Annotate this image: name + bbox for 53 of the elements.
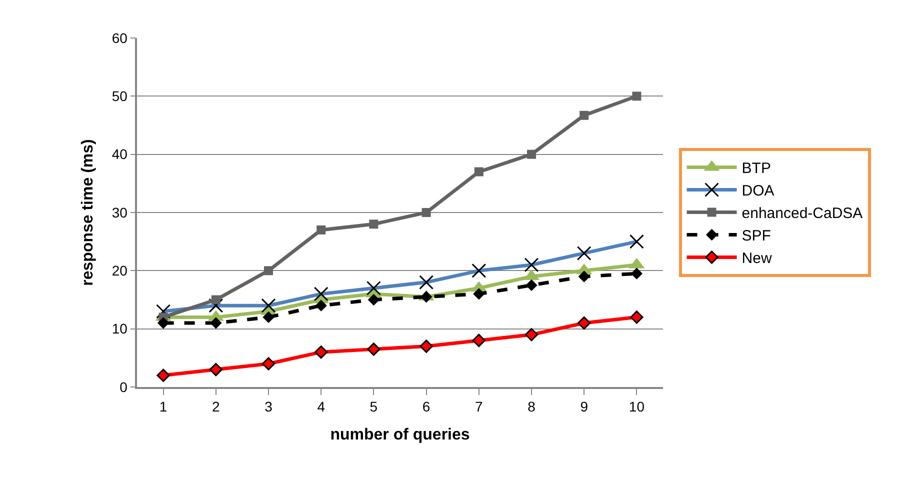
legend-label: New bbox=[742, 250, 772, 268]
y-tick-label: 0 bbox=[120, 378, 128, 395]
x-tick-label: 8 bbox=[528, 398, 536, 415]
point bbox=[156, 368, 170, 382]
x-tick-label: 5 bbox=[370, 398, 378, 415]
point bbox=[211, 295, 220, 304]
point bbox=[420, 340, 433, 353]
x-tick-label: 2 bbox=[212, 398, 220, 415]
x-tick-label: 4 bbox=[317, 398, 326, 415]
point bbox=[209, 362, 222, 376]
legend-label: BTP bbox=[742, 160, 771, 178]
point bbox=[368, 294, 380, 306]
point bbox=[262, 357, 276, 370]
y-tick-label: 50 bbox=[112, 88, 128, 104]
point bbox=[316, 225, 326, 234]
x-tick-label: 3 bbox=[264, 398, 273, 415]
point bbox=[422, 208, 431, 217]
legend-label: SPF bbox=[742, 228, 771, 245]
x-tick-label: 6 bbox=[422, 398, 430, 415]
point bbox=[420, 290, 432, 303]
point bbox=[526, 279, 538, 292]
point bbox=[630, 268, 643, 280]
point bbox=[524, 328, 538, 342]
point bbox=[578, 270, 590, 282]
point bbox=[369, 220, 378, 229]
x-tick-label: 10 bbox=[628, 398, 645, 415]
legend-label: enhanced-CaDSA bbox=[742, 205, 863, 222]
point bbox=[262, 311, 274, 324]
point bbox=[578, 316, 591, 330]
point bbox=[527, 150, 536, 159]
point bbox=[210, 317, 222, 329]
point bbox=[632, 92, 642, 101]
y-tick-label: 20 bbox=[112, 262, 128, 279]
x-tick-label: 9 bbox=[580, 398, 588, 415]
point bbox=[580, 110, 589, 120]
point bbox=[264, 266, 273, 276]
y-tick-label: 40 bbox=[112, 146, 128, 162]
x-tick-label: 7 bbox=[475, 398, 483, 415]
point bbox=[314, 346, 328, 359]
legend-label: DOA bbox=[742, 182, 774, 200]
y-tick-label: 60 bbox=[112, 30, 128, 46]
point bbox=[157, 317, 170, 329]
point bbox=[474, 167, 484, 176]
x-axis-title: number of queries bbox=[330, 426, 470, 444]
x-tick-label: 1 bbox=[159, 398, 168, 415]
point bbox=[367, 342, 380, 356]
y-tick-label: 10 bbox=[112, 320, 128, 337]
point bbox=[472, 334, 486, 348]
y-tick-label: 30 bbox=[112, 204, 128, 220]
point bbox=[473, 288, 485, 300]
point bbox=[315, 300, 327, 312]
y-axis-title: response time (ms) bbox=[79, 139, 96, 286]
point bbox=[630, 310, 644, 324]
